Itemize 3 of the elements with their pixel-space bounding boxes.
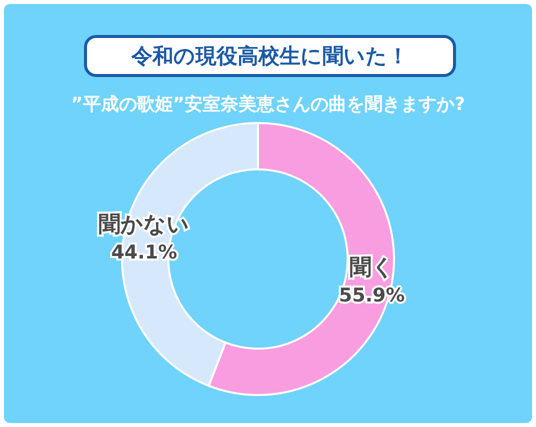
chart-title: 令和の現役高校生に聞いた！ [84,35,456,77]
chart-subtitle: ”平成の歌姫”安室奈美恵さんの曲を聞きますか? [70,93,466,116]
slice-label: 聞く [349,255,394,280]
